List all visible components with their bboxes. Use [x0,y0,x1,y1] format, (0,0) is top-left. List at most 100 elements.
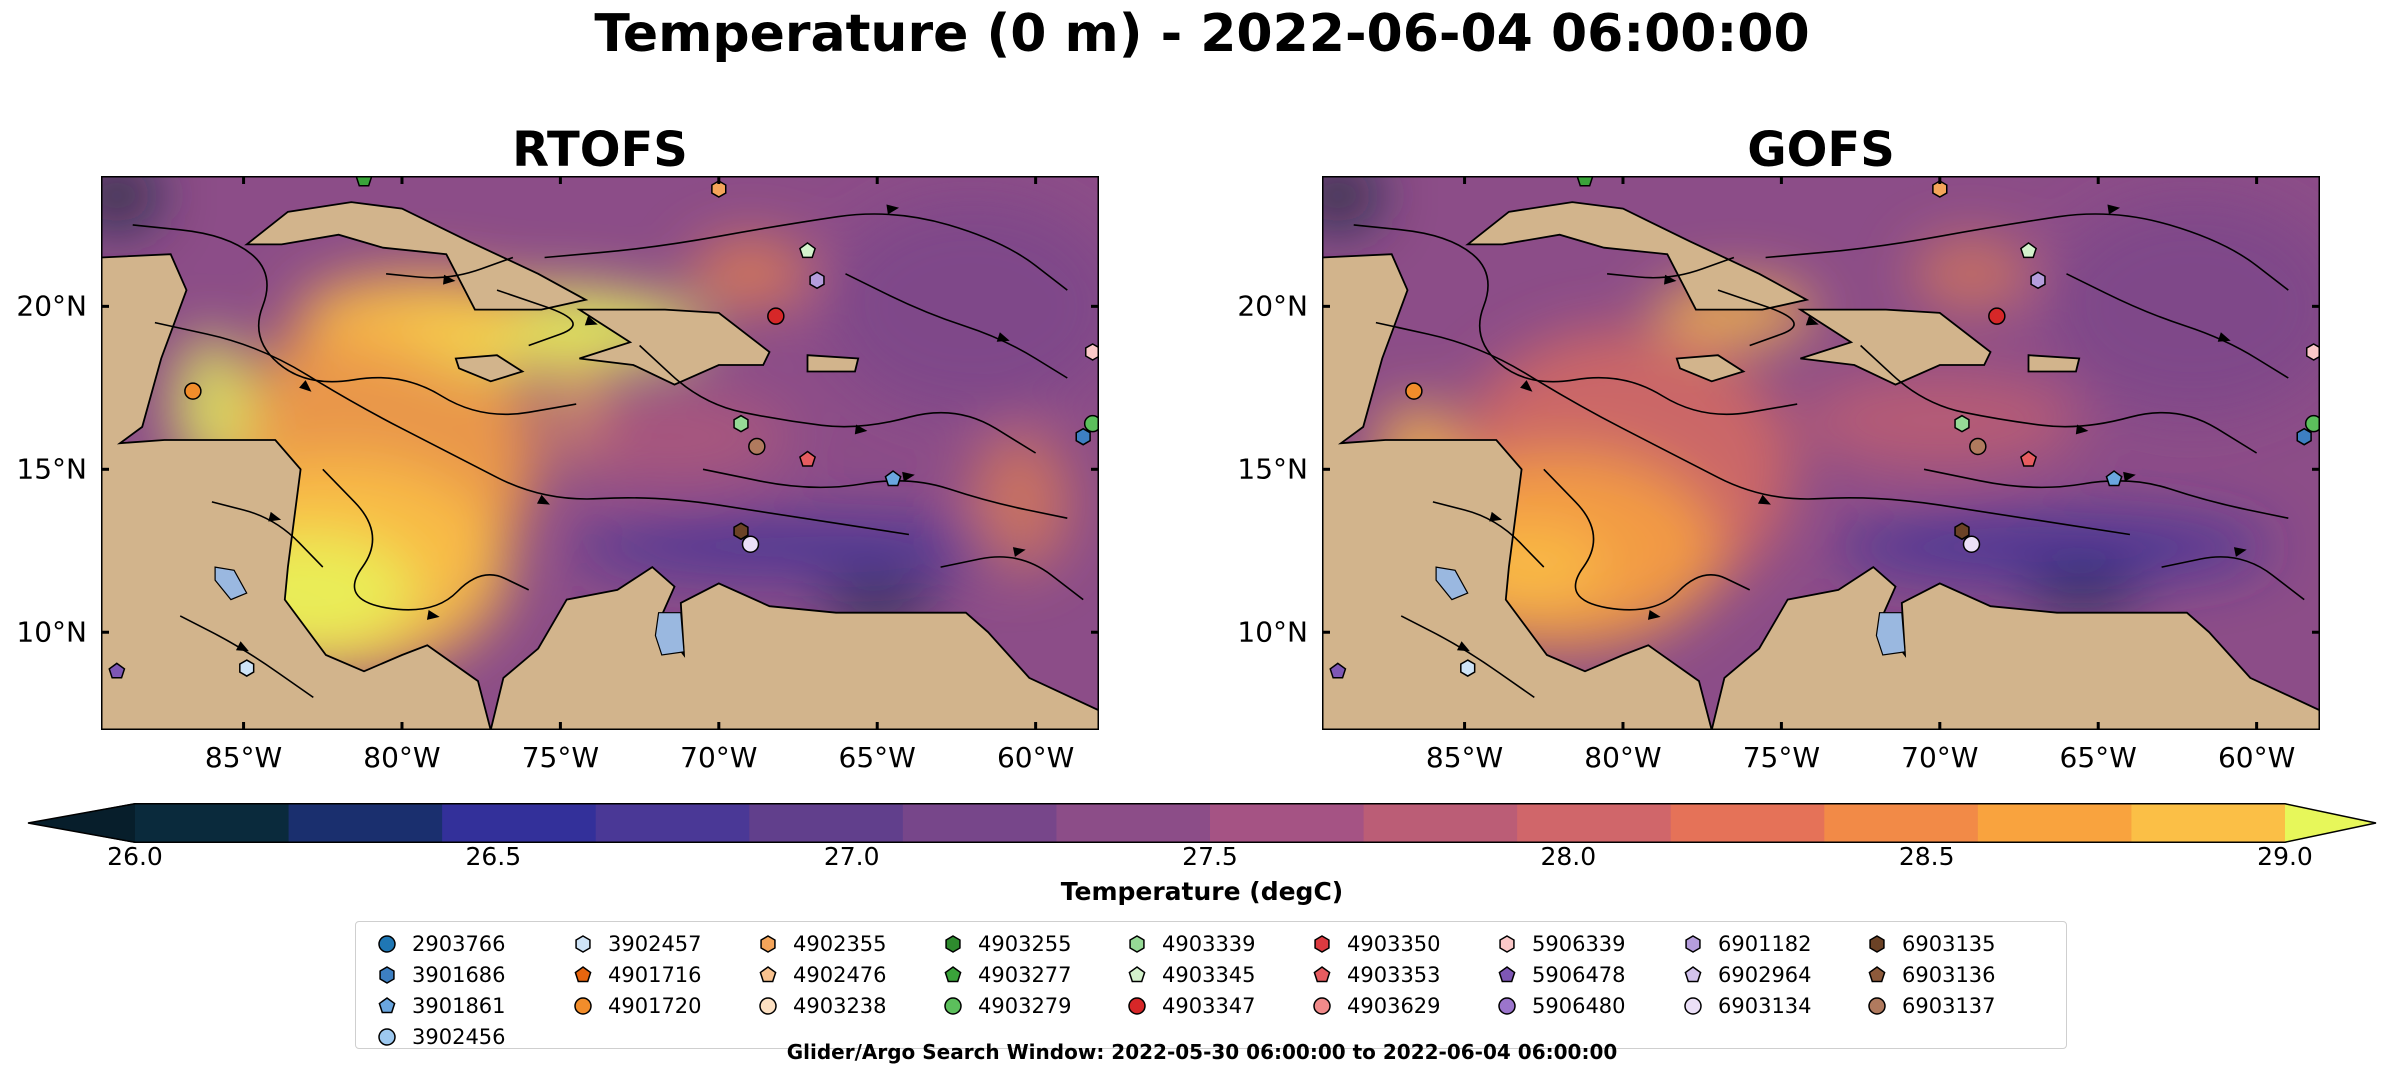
legend-label: 4902355 [793,932,887,956]
map-frame [1322,176,2320,730]
legend-label: 4903347 [1162,994,1256,1018]
float-marker [799,242,817,259]
legend-label: 4903350 [1347,932,1441,956]
legend-marker-icon [1498,997,1516,1015]
streamline [1860,344,2258,454]
legend-marker [378,935,396,953]
legend-entry: 4902476 [757,961,887,989]
legend-entry: 4902355 [757,930,887,958]
streamline-arrow [443,274,456,285]
legend-marker [945,935,961,953]
land-mass [1710,565,2320,730]
legend-label: 4903238 [793,994,887,1018]
x-tick-label: 85°W [1425,741,1504,774]
float-marker [1075,427,1091,446]
x-tick-label: 60°W [2217,741,2296,774]
colorbar-outline [27,803,2377,843]
legend-marker [1128,997,1146,1015]
legend-marker [1498,997,1516,1015]
map-panel-gofs [1322,176,2320,730]
colorbar-level [2131,803,2286,843]
legend-label: 3902457 [608,932,702,956]
legend-marker-icon [1868,966,1886,983]
y-tick-label: 20°N [1237,289,1308,323]
legend-marker-icon [1868,997,1886,1015]
colorbar-tick-label: 26.0 [107,842,163,871]
float-marker [1962,535,1981,553]
streamline [1765,213,2289,291]
legend-entry: 6902964 [1682,961,1812,989]
colorbar-level [1670,803,1825,843]
legend-marker [1684,966,1702,983]
colorbar [27,803,2377,843]
streamline-arrow [2107,204,2121,215]
legend-marker-icon [1498,966,1516,983]
float-marker [2305,343,2320,361]
legend-marker-icon [1684,997,1702,1015]
legend-marker [1314,935,1330,953]
colorbar-level [1517,803,1672,843]
land-mass [1465,201,1810,311]
colorbar-extend-high [2285,803,2376,843]
land-mass [454,354,525,383]
colorbar-level [1210,803,1365,843]
float-marker [2020,450,2038,467]
float-marker [809,271,825,290]
streamline-arrow [1805,315,1819,326]
x-tick-label: 75°W [1742,741,1821,774]
streamline [544,213,1068,291]
float-marker [1460,659,1476,677]
land-mass [2027,354,2081,373]
legend-label: 3902456 [412,1025,506,1049]
legend-marker-icon [1313,966,1331,983]
colorbar-level [288,803,443,843]
map-panel-rtofs [101,176,1099,730]
legend-marker-icon [1499,935,1515,953]
float-marker [1932,180,1948,198]
legend-label: 4903339 [1162,932,1256,956]
legend-label: 4903279 [978,994,1072,1018]
streamline-arrow [1456,641,1470,652]
legend-label: 5906480 [1532,994,1626,1018]
streamline-arrow [996,332,1010,342]
legend-entry: 3902457 [572,930,702,958]
streamline [702,468,1068,519]
legend-marker-icon [1684,966,1702,983]
legend-entry: 6903135 [1866,930,1996,958]
legend-marker [1684,997,1702,1015]
float-marker [239,659,255,677]
legend-marker-icon [379,966,395,984]
legend-marker-icon [1685,935,1701,953]
legend-marker [575,935,591,953]
legend-marker [1128,966,1146,983]
streamline-arrow [235,641,249,652]
legend-marker [760,935,776,953]
legend-entry: 4901720 [572,992,702,1020]
float-marker [733,414,749,433]
y-tick-label: 10°N [16,615,87,649]
legend-label: 6901182 [1718,932,1812,956]
y-tick-label: 15°N [1237,452,1308,486]
streamline-arrow [2217,332,2231,342]
streamline-arrow [584,315,598,326]
land-mass [101,253,492,730]
lake [654,612,685,656]
legend-entry: 6903136 [1866,961,1996,989]
streamline-arrow [1012,547,1026,557]
search-window-note: Glider/Argo Search Window: 2022-05-30 06… [786,1040,1618,1064]
legend-entry: 6901182 [1682,930,1812,958]
streamline-arrow [536,494,550,505]
streamline [179,615,314,699]
legend-label: 6903136 [1902,963,1996,987]
colorbar-extend-low [28,803,135,843]
streamline [2066,273,2289,379]
axis-ticks [101,176,1099,730]
float-marker [2296,427,2312,446]
legend-marker-icon [1869,935,1885,953]
float-marker [184,382,202,400]
float-marker [1083,414,1099,433]
legend-marker-icon [944,997,962,1015]
float-marker [1954,522,1970,541]
float-marker [1329,662,1347,679]
